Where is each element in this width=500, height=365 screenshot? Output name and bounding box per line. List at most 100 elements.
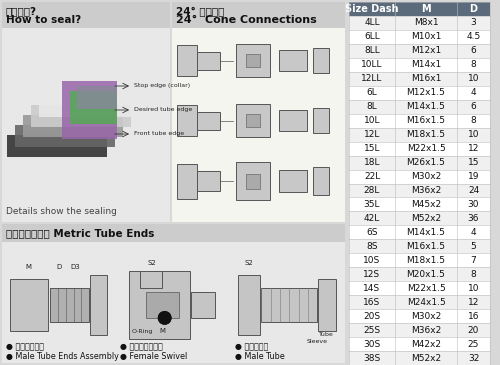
Bar (77, 86, 117, 109)
Bar (349, 100, 490, 114)
Bar (349, 184, 490, 197)
Text: M42x2: M42x2 (411, 339, 441, 349)
Bar (196, 111, 220, 130)
Text: 12L: 12L (364, 130, 380, 139)
Text: M52x2: M52x2 (411, 354, 441, 362)
Bar (280, 170, 307, 192)
Text: M36x2: M36x2 (411, 186, 441, 195)
Bar (238, 275, 260, 335)
Text: M22x1.5: M22x1.5 (406, 144, 446, 153)
Bar (62, 81, 117, 139)
Text: 4: 4 (470, 88, 476, 97)
Bar (349, 72, 490, 86)
Text: S2: S2 (245, 261, 254, 266)
Bar (349, 128, 490, 142)
Text: M14x1.5: M14x1.5 (406, 102, 446, 111)
Text: M36x2: M36x2 (411, 326, 441, 335)
Bar (2, 224, 345, 242)
Bar (39, 95, 139, 117)
Text: 8LL: 8LL (364, 46, 380, 55)
Text: 12: 12 (468, 144, 479, 153)
Text: ● 外螺紹卡套筒: ● 外螺紹卡套筒 (6, 342, 44, 351)
Text: 4.5: 4.5 (466, 32, 480, 41)
Bar (349, 197, 490, 211)
Bar (349, 142, 490, 155)
Bar (172, 28, 345, 222)
Text: 3: 3 (470, 19, 476, 27)
Bar (349, 155, 490, 169)
Text: M16x1: M16x1 (411, 74, 441, 83)
Text: O-Ring: O-Ring (132, 328, 154, 334)
Text: 6L: 6L (366, 88, 378, 97)
Text: 4: 4 (470, 228, 476, 237)
Text: 10: 10 (468, 284, 479, 293)
Text: Stop edge (collar): Stop edge (collar) (134, 84, 190, 88)
Text: 8L: 8L (366, 102, 378, 111)
Bar (349, 2, 490, 16)
Bar (177, 164, 197, 199)
Bar (314, 48, 329, 73)
Bar (349, 337, 490, 351)
Text: 36: 36 (468, 214, 479, 223)
Text: 7: 7 (470, 256, 476, 265)
Bar (140, 270, 162, 288)
Text: M12x1.5: M12x1.5 (406, 88, 446, 97)
Text: 10LL: 10LL (361, 60, 383, 69)
Text: D3: D3 (71, 264, 81, 270)
Text: 19: 19 (468, 172, 479, 181)
Text: M14x1.5: M14x1.5 (406, 228, 446, 237)
Bar (349, 225, 490, 239)
Text: 24° 锥面连接: 24° 锥面连接 (176, 6, 224, 16)
Bar (15, 125, 115, 147)
Text: 30S: 30S (364, 339, 380, 349)
Bar (349, 239, 490, 253)
Text: 6S: 6S (366, 228, 378, 237)
Text: 16: 16 (468, 312, 479, 320)
Text: 12S: 12S (364, 270, 380, 279)
Bar (349, 16, 490, 30)
Text: M10x1: M10x1 (411, 32, 441, 41)
Bar (246, 114, 260, 127)
Bar (177, 105, 197, 136)
Bar (23, 115, 123, 137)
Text: Front tube edge: Front tube edge (134, 131, 184, 137)
Text: M16x1.5: M16x1.5 (406, 242, 446, 251)
Circle shape (158, 311, 172, 324)
Text: M: M (160, 327, 166, 334)
Bar (280, 50, 307, 70)
Text: 10L: 10L (364, 116, 380, 125)
Text: Size Dash: Size Dash (345, 4, 399, 14)
Bar (349, 309, 490, 323)
Text: ● 卡套式筒筒: ● 卡套式筒筒 (234, 342, 268, 351)
Bar (2, 28, 170, 222)
Text: ● 内螺紹穿锈付筒: ● 内螺紹穿锈付筒 (120, 342, 163, 351)
Bar (236, 44, 270, 77)
Text: D: D (470, 4, 478, 14)
Text: M12x1: M12x1 (411, 46, 441, 55)
Text: D: D (56, 264, 62, 270)
Text: 5: 5 (470, 242, 476, 251)
Text: 15L: 15L (364, 144, 380, 153)
Bar (196, 51, 220, 69)
Text: M22x1.5: M22x1.5 (406, 284, 446, 293)
Text: 25: 25 (468, 339, 479, 349)
Text: 6LL: 6LL (364, 32, 380, 41)
Bar (177, 45, 197, 76)
Text: 42L: 42L (364, 214, 380, 223)
Text: 如何密封?: 如何密封? (6, 6, 37, 16)
Text: M30x2: M30x2 (411, 172, 441, 181)
Bar (318, 279, 336, 331)
Text: 14S: 14S (364, 284, 380, 293)
Bar (236, 104, 270, 137)
Bar (262, 288, 316, 322)
Bar (191, 292, 216, 318)
Text: M30x2: M30x2 (411, 312, 441, 320)
Bar (349, 58, 490, 72)
Bar (314, 167, 329, 195)
Text: M: M (26, 264, 32, 270)
Text: ● Male Tube: ● Male Tube (234, 352, 284, 361)
Bar (349, 351, 490, 365)
Text: 6: 6 (470, 102, 476, 111)
Bar (349, 86, 490, 100)
Text: 25S: 25S (364, 326, 380, 335)
